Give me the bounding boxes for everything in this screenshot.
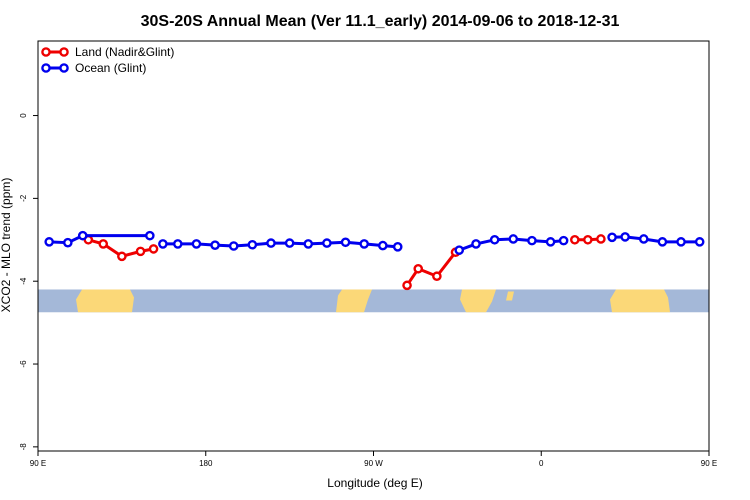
data-point <box>340 237 351 248</box>
x-axis-label: Longitude (deg E) <box>327 476 422 490</box>
legend-marker <box>59 47 69 57</box>
data-point <box>545 237 556 247</box>
data-point <box>63 237 73 248</box>
land-band <box>38 289 709 313</box>
y-tick-label: 0 <box>19 113 28 118</box>
data-point <box>402 280 412 291</box>
data-point <box>596 234 606 244</box>
data-point <box>158 239 168 249</box>
data-point <box>508 234 519 244</box>
series-layer <box>44 230 705 291</box>
data-point <box>527 235 537 246</box>
data-point <box>228 241 239 251</box>
x-tick-label: 90 E <box>30 459 46 468</box>
data-point <box>607 232 617 243</box>
data-point <box>77 230 88 241</box>
x-tick-label: 0 <box>539 459 544 468</box>
data-point <box>392 242 403 252</box>
data-point <box>471 239 481 249</box>
y-axis-label: XCO2 - MLO trend (ppm) <box>0 178 13 313</box>
data-point <box>359 239 369 249</box>
data-point <box>413 263 424 274</box>
legend-label: Land (Nadir&Glint) <box>75 45 174 59</box>
data-point <box>44 237 54 247</box>
data-point <box>676 237 686 247</box>
series-line <box>49 234 150 245</box>
data-point <box>558 235 569 246</box>
data-point <box>322 238 332 248</box>
legend-marker <box>41 63 51 73</box>
madagascar-shape <box>506 291 514 301</box>
data-point <box>117 251 127 262</box>
data-point <box>620 232 630 242</box>
data-point <box>247 239 258 250</box>
data-point <box>284 238 295 248</box>
data-point <box>638 234 649 244</box>
x-tick-label: 180 <box>199 459 213 468</box>
data-point <box>148 244 159 254</box>
y-tick-label: -6 <box>19 360 28 368</box>
legend-marker <box>41 47 51 57</box>
y-tick-label: -2 <box>19 194 28 202</box>
data-point <box>172 239 183 249</box>
data-point <box>432 271 442 282</box>
ocean-series <box>44 230 705 255</box>
legend-label: Ocean (Glint) <box>75 61 146 75</box>
x-tick-label: 90 W <box>364 459 383 468</box>
data-point <box>210 240 220 250</box>
data-point <box>489 234 500 245</box>
y-tick-label: -8 <box>19 443 28 451</box>
legend-marker <box>59 63 69 73</box>
australia-west-shape <box>76 289 134 313</box>
data-point <box>145 230 155 241</box>
data-point <box>657 237 668 247</box>
data-point <box>135 246 146 257</box>
x-axis: 90 E 180 90 W 0 90 E <box>30 451 717 468</box>
data-point <box>303 239 314 249</box>
south-america-shape <box>336 289 372 313</box>
data-point <box>694 237 705 247</box>
data-point <box>454 245 465 255</box>
y-axis: 0 -2 -4 -6 -8 <box>19 113 38 451</box>
x-tick-label: 90 E <box>701 459 717 468</box>
data-point <box>570 234 580 245</box>
data-point <box>378 240 388 251</box>
y-tick-label: -4 <box>19 277 28 285</box>
africa-shape <box>460 289 496 313</box>
australia-east-shape <box>610 289 670 313</box>
data-point <box>191 239 202 249</box>
data-point <box>266 238 276 248</box>
legend: Land (Nadir&Glint) Ocean (Glint) <box>41 45 174 75</box>
chart-title: 30S-20S Annual Mean (Ver 11.1_early) 201… <box>141 13 620 30</box>
ocean-strip <box>38 289 709 313</box>
data-point <box>583 234 593 245</box>
series-line <box>405 251 457 287</box>
data-point <box>98 239 109 249</box>
